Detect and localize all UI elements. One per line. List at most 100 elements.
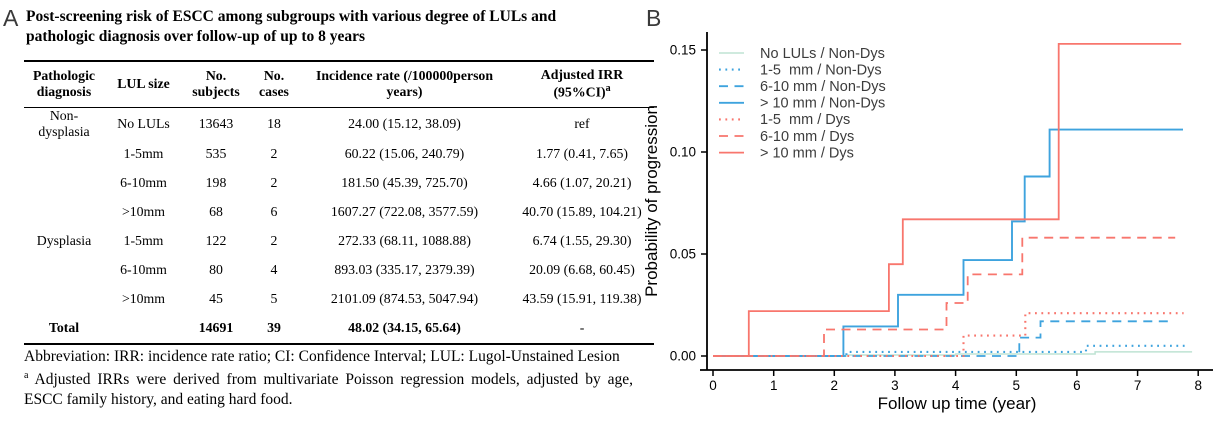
table-cell: ref xyxy=(574,115,590,131)
table-cell: 122 xyxy=(205,233,227,249)
table-cell: 1607.27 (722.08, 3577.59) xyxy=(330,204,479,220)
table-cell: 1.77 (0.41, 7.65) xyxy=(536,146,628,162)
risk-table-header: Pathologic diagnosis LUL size No. subjec… xyxy=(24,61,654,107)
legend-label: No LULs / Non-Dys xyxy=(760,46,885,62)
table-cell: 181.50 (45.39, 725.70) xyxy=(341,175,468,191)
table-cell: 1-5mm xyxy=(123,233,164,249)
table-cell: >10mm xyxy=(121,204,166,220)
table-cell xyxy=(24,169,104,198)
table-cell: 14691 xyxy=(198,320,234,336)
series-line-1-5-mm-non-dys xyxy=(713,344,1190,358)
table-cell: 80 xyxy=(209,262,223,278)
header-adjusted-irr-text: Adjusted IRR (95%CI) xyxy=(540,67,624,101)
x-tick-label: 3 xyxy=(891,378,899,393)
header-adjusted-irr: Adjusted IRR (95%CI)a xyxy=(510,61,654,107)
table-cell: 39 xyxy=(267,320,281,336)
table-row: Non-dysplasia No LULs 13643 18 24.00 (15.12,… xyxy=(24,107,654,140)
legend-label: > 10 mm / Non-Dys xyxy=(760,96,885,112)
adjustment-note-marker: a xyxy=(24,369,29,381)
table-row: Dysplasia 1-5mm 122 2 272.33 (68.11, 1088.88… xyxy=(24,227,654,256)
legend-label: 6-10 mm / Non-Dys xyxy=(760,79,886,95)
y-tick-label: 0.05 xyxy=(670,247,696,262)
table-cell xyxy=(24,285,104,314)
table-cell: 535 xyxy=(205,146,227,162)
table-cell: - xyxy=(579,320,585,336)
table-row: >10mm 68 6 1607.27 (722.08, 3577.59) 40.70 (… xyxy=(24,198,654,227)
x-tick-label: 5 xyxy=(1013,378,1021,393)
header-no-cases: No. cases xyxy=(259,67,289,100)
series-line-1-5-mm-dys xyxy=(713,312,1184,358)
legend-label: 1-5 mm / Non-Dys xyxy=(760,62,882,78)
x-tick-label: 8 xyxy=(1194,378,1202,393)
axes: 0.00 0.05 0.10 0.15 0 1 2 3 4 5 6 7 8 xyxy=(670,32,1213,393)
header-lul-size: LUL size xyxy=(117,76,170,92)
panel-a-label: A xyxy=(3,5,19,31)
x-tick-label: 7 xyxy=(1134,378,1142,393)
risk-table: Pathologic diagnosis LUL size No. subjec… xyxy=(24,60,654,346)
x-axis-label: Follow up time (year) xyxy=(878,394,1037,413)
table-cell xyxy=(24,256,104,285)
series-line-6-10-mm-dys xyxy=(713,236,1176,357)
table-row: >10mm 45 5 2101.09 (874.53, 5047.94) 43.59 (… xyxy=(24,285,654,314)
table-cell: 893.03 (335.17, 2379.39) xyxy=(334,262,475,278)
table-row: 6-10mm 80 4 893.03 (335.17, 2379.39) 20.09 (… xyxy=(24,256,654,285)
table-cell xyxy=(24,198,104,227)
table-cell: 24.00 (15.12, 38.09) xyxy=(348,115,461,131)
risk-table-body: Non-dysplasia No LULs 13643 18 24.00 (15.12,… xyxy=(24,107,654,344)
panel-b: B 0.00 0.05 0.10 0.15 0 1 2 3 4 5 6 7 8 No LULs / No… xyxy=(642,5,1213,413)
table-cell: Non-dysplasia xyxy=(38,107,90,139)
table-cell xyxy=(24,140,104,169)
y-tick-label: 0.00 xyxy=(670,349,696,364)
table-cell: Total xyxy=(48,320,80,336)
table-cell: 272.33 (68.11, 1088.88) xyxy=(338,233,471,249)
series-line--10-mm-dys xyxy=(713,43,1182,357)
table-cell: >10mm xyxy=(121,291,166,307)
table-cell: 4 xyxy=(270,262,278,278)
series-lines xyxy=(713,43,1193,358)
adjustment-note: a Adjusted IRRs were derived from multiv… xyxy=(24,370,633,410)
table-cell: 2 xyxy=(270,233,278,249)
table-cell: 2101.09 (874.53, 5047.94) xyxy=(330,291,479,307)
x-tick-label: 2 xyxy=(831,378,839,393)
table-cell: No LULs xyxy=(117,115,170,131)
table-cell xyxy=(104,314,183,344)
table-cell: 6-10mm xyxy=(120,175,167,191)
x-tick-label: 4 xyxy=(952,378,960,393)
table-cell: 5 xyxy=(270,291,278,307)
header-row: Pathologic diagnosis LUL size No. subjec… xyxy=(24,61,654,107)
header-incidence-rate: Incidence rate (/100000person years) xyxy=(315,67,494,100)
table-cell: 6.74 (1.55, 29.30) xyxy=(532,233,632,249)
table-cell: 4.66 (1.07, 20.21) xyxy=(532,175,632,191)
table-cell: 6 xyxy=(270,204,278,220)
table-cell: 43.59 (15.91, 119.38) xyxy=(522,291,642,307)
x-tick-label: 6 xyxy=(1073,378,1081,393)
series-line-6-10-mm-non-dys xyxy=(713,320,1174,357)
table-row: 1-5mm 535 2 60.22 (15.06, 240.79) 1.77 (0.41… xyxy=(24,140,654,169)
legend-label: 6-10 mm / Dys xyxy=(760,129,854,145)
y-tick-label: 0.10 xyxy=(670,145,696,160)
header-pathologic-diagnosis: Pathologic diagnosis xyxy=(32,67,96,100)
table-footnotes: Abbreviation: IRR: incidence rate ratio;… xyxy=(24,347,633,413)
header-footnote-marker: a xyxy=(605,83,611,95)
y-tick-label: 0.15 xyxy=(670,43,696,58)
table-cell: 6-10mm xyxy=(120,262,167,278)
panel-b-label: B xyxy=(646,5,661,31)
abbreviation-note: Abbreviation: IRR: incidence rate ratio;… xyxy=(24,348,620,365)
table-cell: 45 xyxy=(209,291,223,307)
table-cell: 48.02 (34.15, 65.64) xyxy=(348,320,461,336)
table-cell: 198 xyxy=(205,175,227,191)
series-line-no-luls-non-dys xyxy=(713,351,1193,357)
table-cell: 1-5mm xyxy=(123,146,164,162)
x-tick-label: 1 xyxy=(770,378,778,393)
table-cell: 60.22 (15.06, 240.79) xyxy=(344,146,465,162)
table-cell: 40.70 (15.89, 104.21) xyxy=(522,204,642,220)
table-row: Total 14691 39 48.02 (34.15, 65.64) - xyxy=(24,314,654,344)
panel-a-title: Post-screening risk of ESCC among subgro… xyxy=(26,8,557,46)
legend-label: > 10 mm / Dys xyxy=(760,145,854,161)
table-cell: Dysplasia xyxy=(36,233,92,249)
panel-a: A Post-screening risk of ESCC among subg… xyxy=(3,5,654,413)
table-cell: 2 xyxy=(270,146,278,162)
series-line--10-mm-non-dys xyxy=(713,128,1183,357)
